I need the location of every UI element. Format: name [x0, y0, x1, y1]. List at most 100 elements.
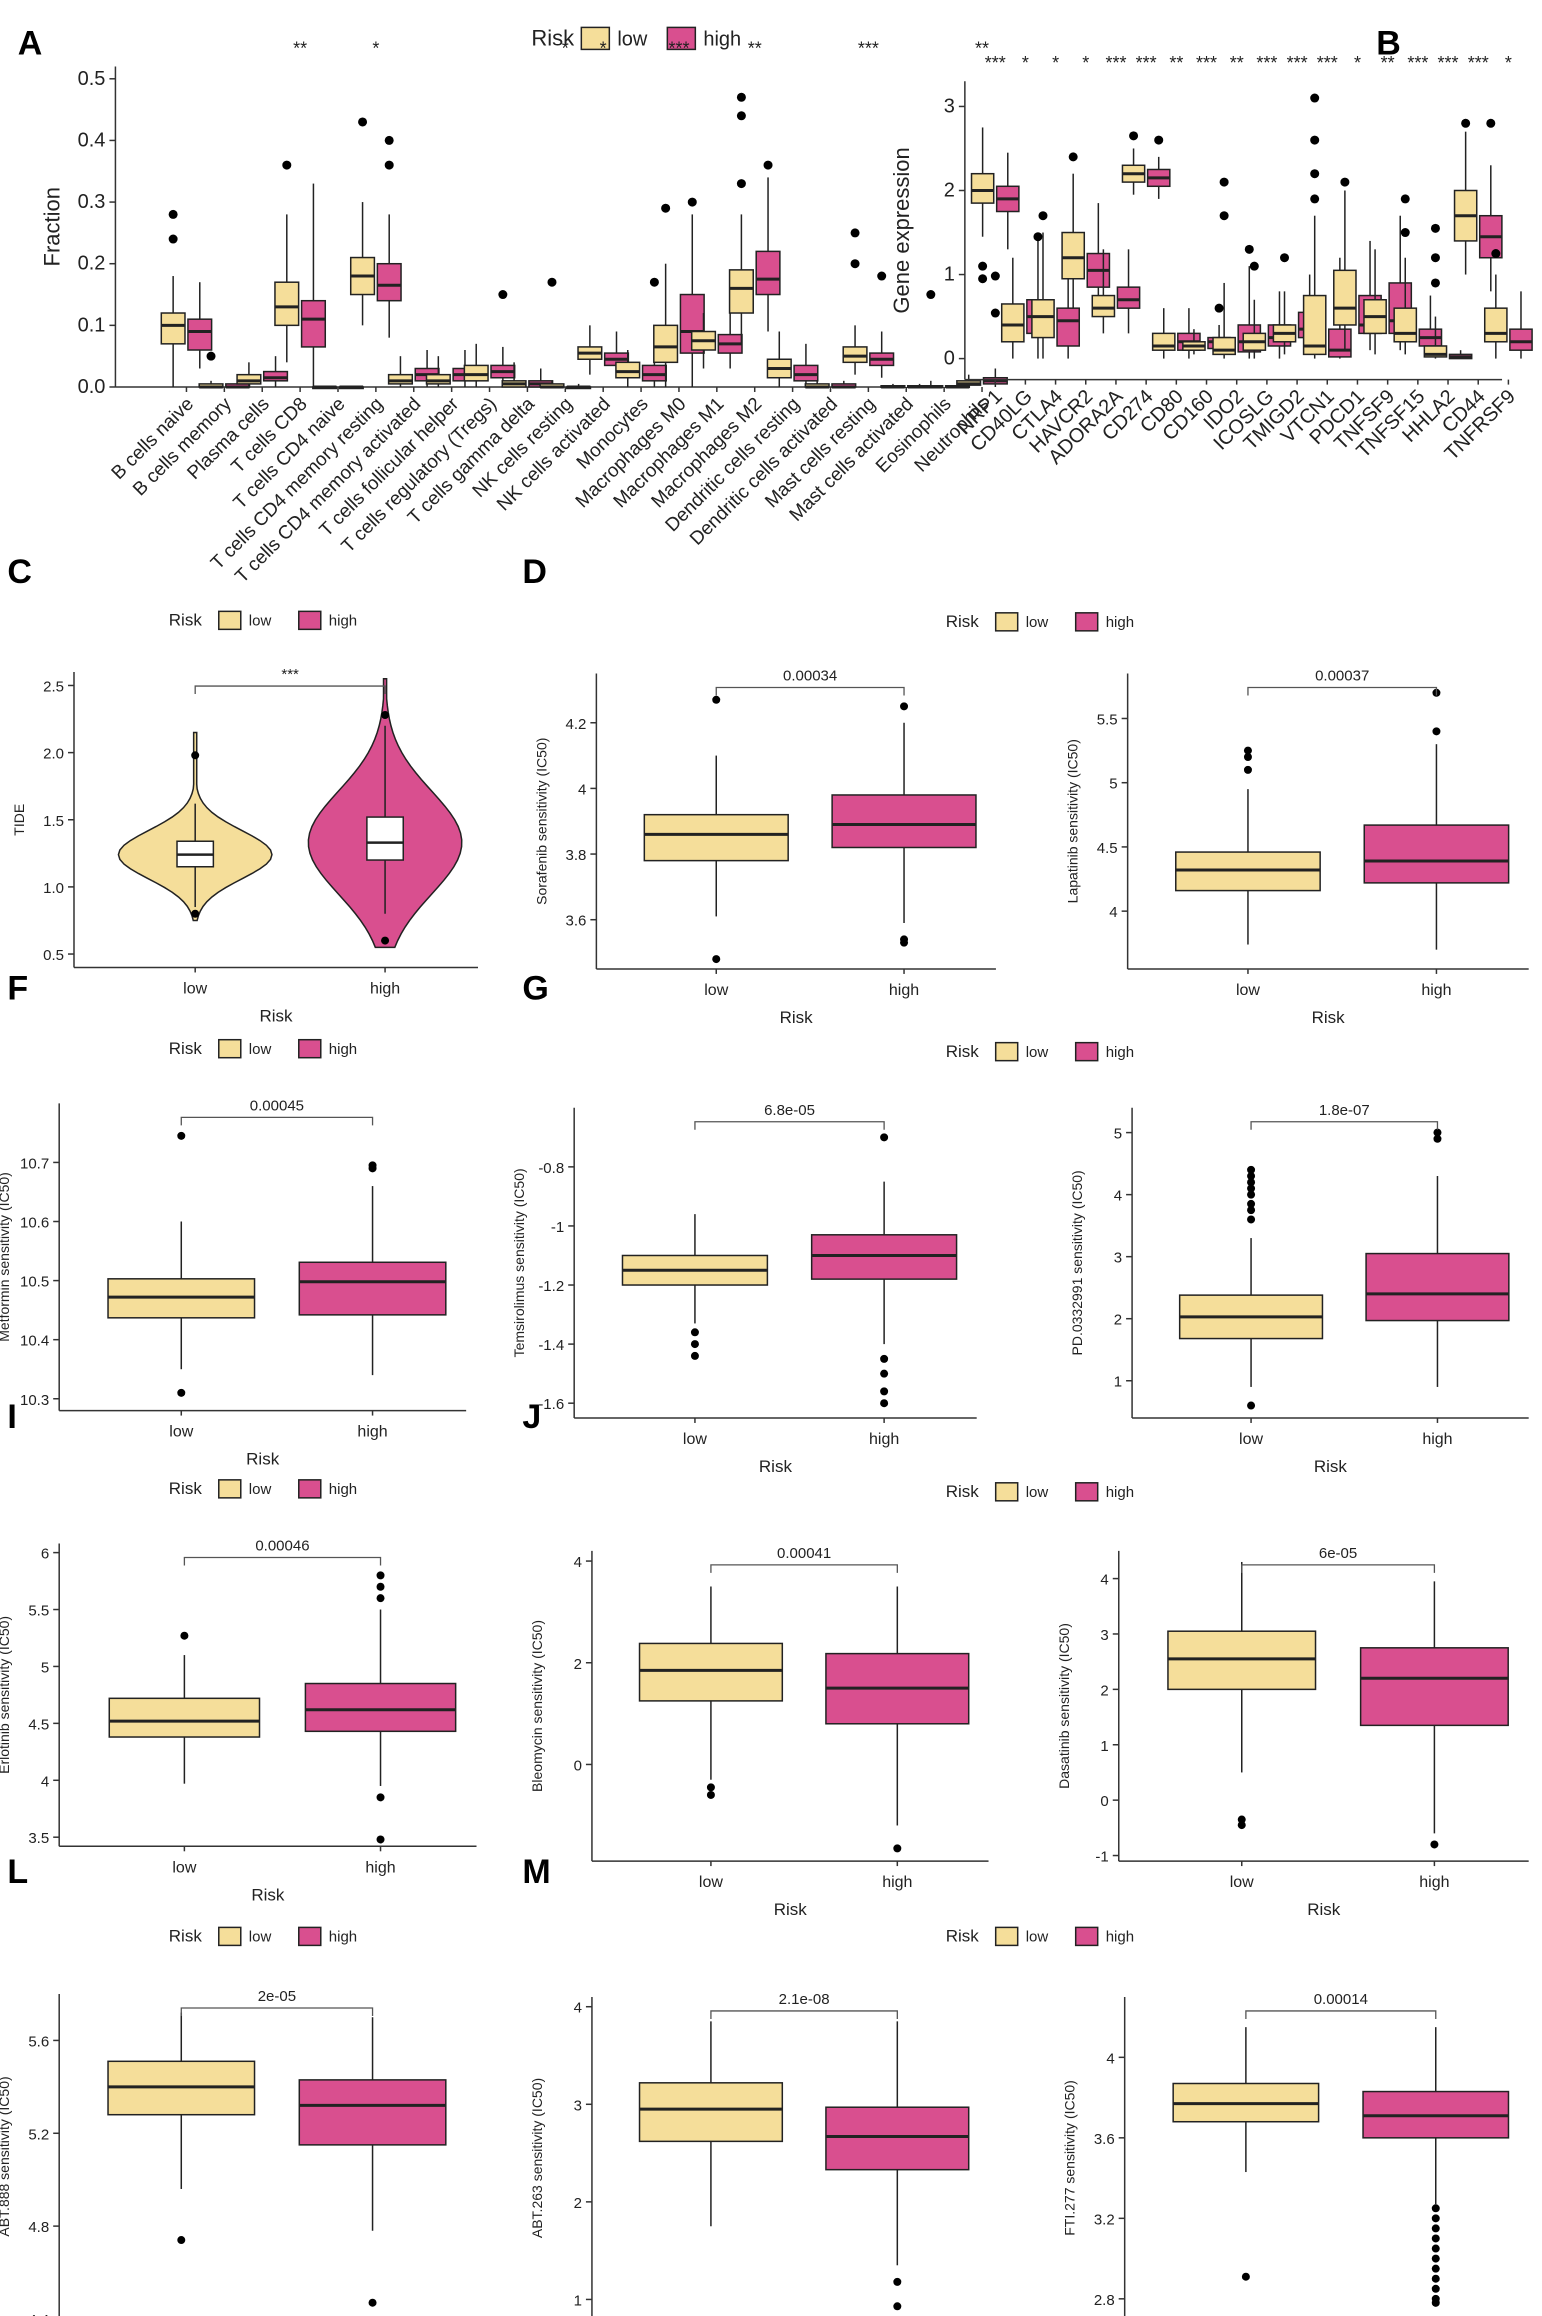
- comparison-bracket: [180, 2007, 374, 2017]
- legend-label-low: low: [249, 1481, 272, 1498]
- outlier-point: [1433, 1128, 1442, 1137]
- legend-key-high: [1074, 1926, 1099, 1947]
- outlier-point: [990, 308, 1000, 318]
- outlier-point: [1340, 177, 1350, 187]
- y-axis-label: TIDE: [11, 804, 27, 836]
- y-tick-label: 0.3: [78, 191, 106, 213]
- legend-key-low: [994, 1041, 1019, 1062]
- p-value-label: ***: [281, 666, 299, 683]
- outlier-point: [384, 135, 394, 145]
- outlier-point: [376, 1835, 385, 1844]
- panel-j: J Risk low high 0 2 4 Bleomycin sensitivity (IC…: [522, 1398, 1134, 1919]
- box: [387, 373, 414, 385]
- x-axis-label: Risk: [1314, 1457, 1348, 1476]
- y-tick-label: 5: [1109, 776, 1117, 793]
- outlier-point: [1243, 765, 1252, 774]
- legend-key-low: [994, 1926, 1019, 1947]
- y-tick-label: 4.5: [28, 1716, 49, 1733]
- box: [300, 299, 327, 348]
- p-value-label: 0.00041: [777, 1545, 831, 1562]
- legend-label-low: low: [1026, 1484, 1049, 1501]
- y-tick-label: 4.5: [1097, 840, 1118, 857]
- outlier-point: [893, 2302, 902, 2311]
- legend-label-high: high: [703, 28, 741, 50]
- x-tick-label: low: [704, 982, 728, 999]
- panel-label: L: [7, 1853, 28, 1891]
- x-tick-label: high: [1422, 1431, 1452, 1448]
- y-axis-label: PD.0332991 sensitivity (IC50): [1069, 1170, 1085, 1355]
- x-tick-label: high: [370, 980, 400, 997]
- y-tick-label: 1.0: [43, 880, 64, 897]
- p-value-label: 0.00046: [255, 1538, 309, 1555]
- outlier-point: [1400, 228, 1410, 238]
- outlier-point: [712, 695, 721, 704]
- panel-label: J: [522, 1398, 541, 1436]
- outlier-point: [376, 1594, 385, 1603]
- outlier-point: [1247, 1199, 1256, 1208]
- box: [1000, 303, 1025, 343]
- outlier-point: [358, 117, 368, 127]
- legend-key-high: [298, 610, 322, 631]
- outlier-point: [1430, 278, 1440, 288]
- legend-label-high: high: [329, 1481, 357, 1498]
- significance-mark: *: [1022, 53, 1029, 73]
- box: [970, 172, 995, 204]
- outlier-point: [893, 1844, 902, 1853]
- outlier-point: [736, 111, 746, 121]
- y-tick-label: 10.4: [20, 1333, 49, 1350]
- significance-mark: ***: [858, 38, 879, 58]
- outlier-point: [1431, 2224, 1440, 2233]
- x-axis-label: Risk: [246, 1450, 280, 1469]
- outlier-point: [1310, 169, 1320, 179]
- outlier-point: [1280, 253, 1290, 263]
- outlier-point: [990, 271, 1000, 281]
- significance-mark: *: [1354, 53, 1361, 73]
- outlier-point: [1247, 1172, 1256, 1181]
- y-tick-label: 5.2: [28, 2126, 49, 2143]
- y-tick-label: 4.8: [28, 2219, 49, 2236]
- legend-key-low: [994, 612, 1019, 632]
- outlier-point: [1431, 2284, 1440, 2293]
- outlier-point: [850, 259, 860, 269]
- outlier-point: [690, 1351, 699, 1360]
- x-tick-label: low: [1236, 982, 1260, 999]
- box: [1483, 307, 1508, 343]
- y-tick-label: 3: [944, 95, 955, 117]
- y-tick-label: 3: [1100, 1627, 1108, 1644]
- y-tick-label: -1: [551, 1219, 564, 1236]
- y-tick-label: 1: [1100, 1738, 1108, 1755]
- box: [274, 281, 300, 327]
- y-tick-label: 0: [944, 348, 955, 370]
- outlier-point: [177, 2236, 186, 2245]
- legend-key-low: [218, 1479, 242, 1499]
- legend-key-low: [218, 610, 242, 631]
- significance-mark: ***: [1407, 53, 1428, 73]
- significance-mark: ***: [1287, 53, 1308, 73]
- y-tick-label: -0.8: [538, 1160, 564, 1177]
- box: [1509, 328, 1533, 351]
- box: [842, 346, 868, 364]
- y-tick-label: 4: [1114, 1188, 1122, 1205]
- y-axis-label: Dasatinib sensitivity (IC50): [1056, 1623, 1072, 1789]
- y-tick-label: 5: [1114, 1126, 1122, 1143]
- box: [1056, 307, 1081, 347]
- outlier-point: [191, 909, 200, 918]
- panel-f: F Risk low high 10.3 10.4 10.5 10.6 10.7 Metformi…: [0, 970, 467, 1469]
- box: [1151, 332, 1176, 351]
- box: [793, 364, 819, 382]
- outlier-point: [1400, 194, 1410, 204]
- panel-label: D: [522, 553, 547, 591]
- outlier-point: [687, 197, 697, 207]
- outlier-point: [547, 277, 557, 287]
- y-tick-label: 1: [944, 264, 955, 286]
- legend-key-high: [1074, 612, 1099, 632]
- y-axis-label: Erlotinib sensitivity (IC50): [0, 1616, 12, 1774]
- outlier-point: [978, 274, 988, 284]
- legend-label-low: low: [1026, 614, 1049, 631]
- y-tick-label: 5.5: [1097, 711, 1118, 728]
- legend-label-high: high: [1106, 1929, 1134, 1946]
- significance-mark: *: [372, 38, 379, 58]
- box: [653, 324, 679, 364]
- legend-key-high: [1074, 1482, 1099, 1502]
- box: [638, 2082, 784, 2143]
